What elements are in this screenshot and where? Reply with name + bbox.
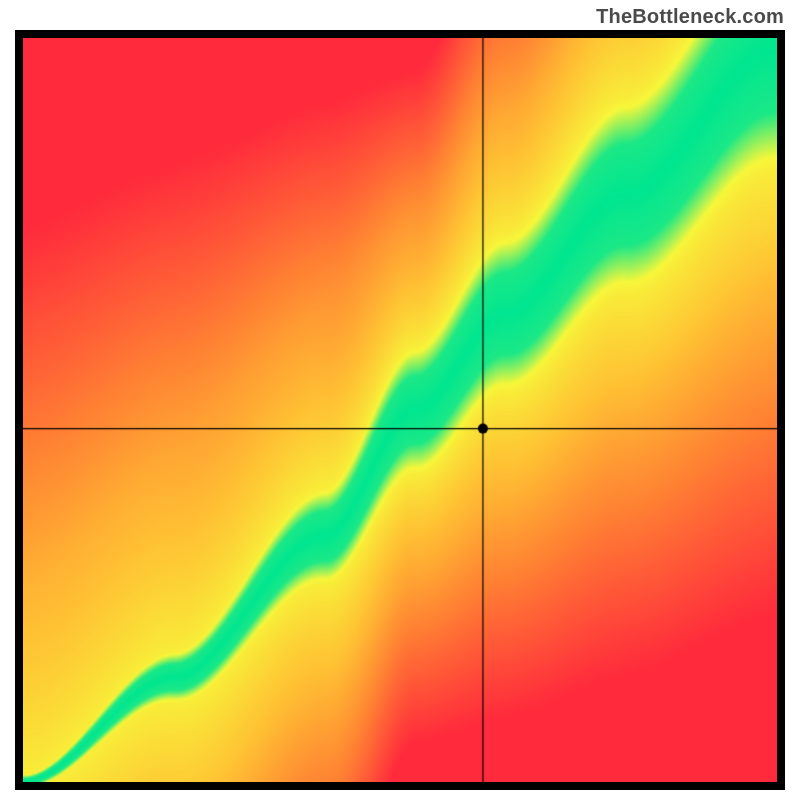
crosshair-overlay [23,38,777,782]
heatmap-frame [15,30,785,790]
watermark-text: TheBottleneck.com [596,6,784,29]
